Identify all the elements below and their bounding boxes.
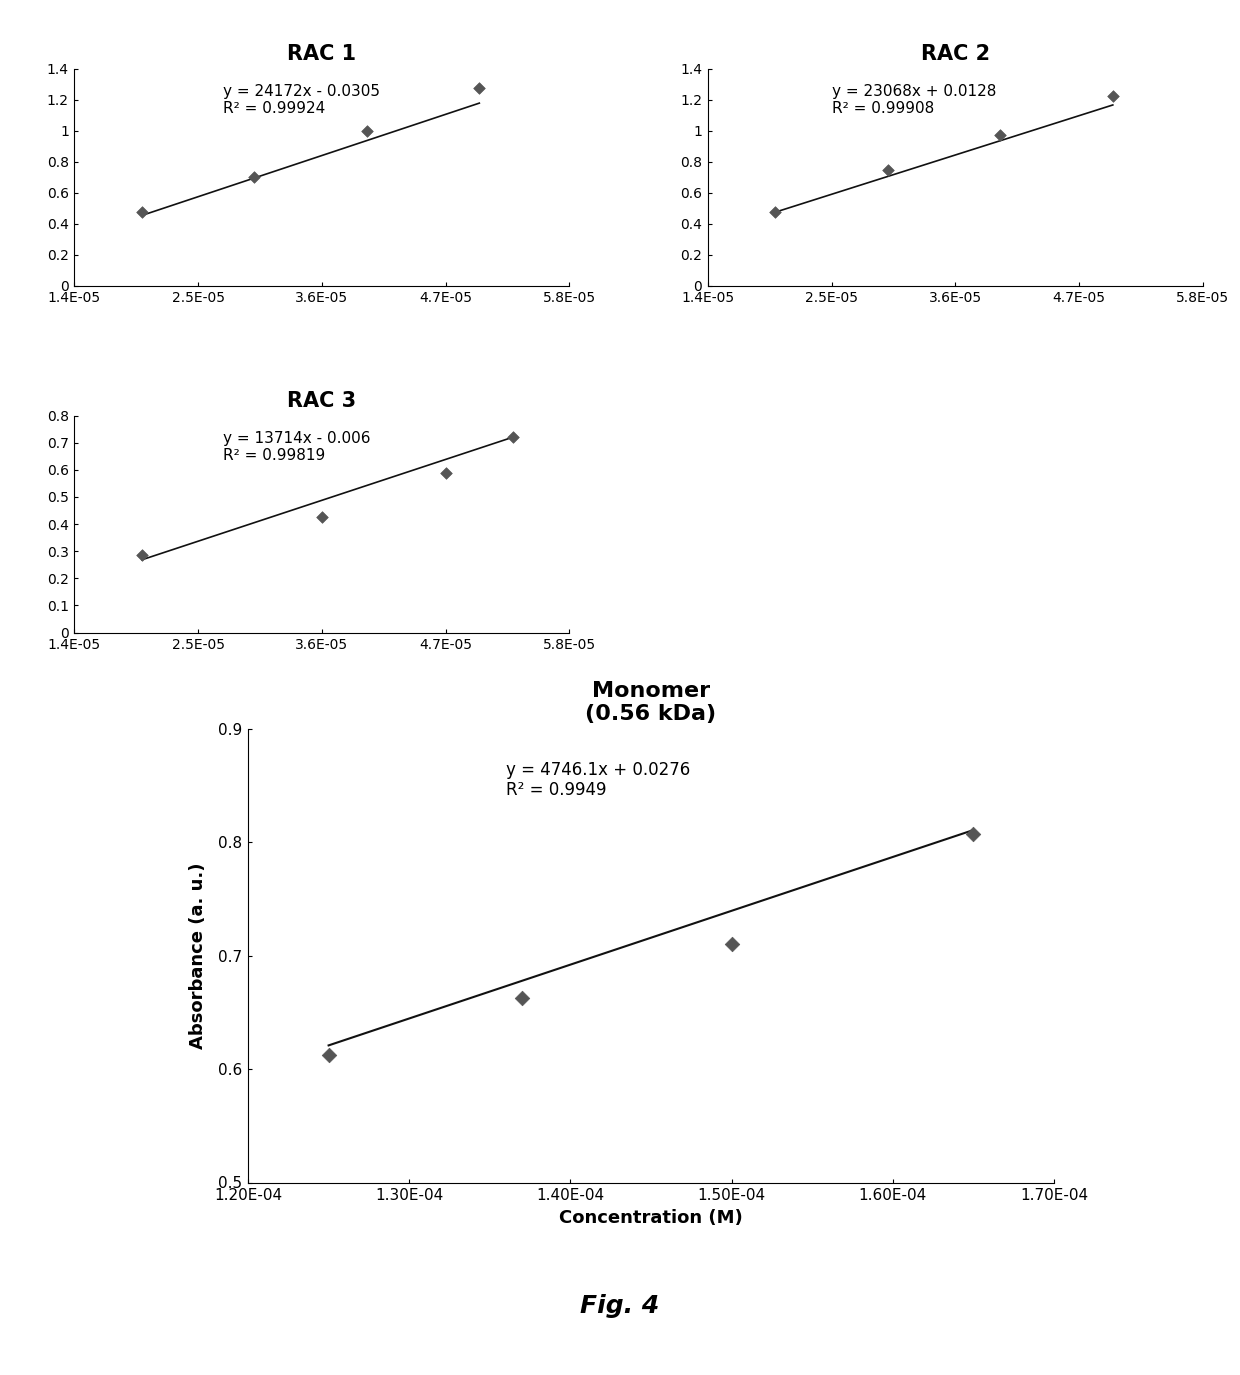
Point — [503, 426, 523, 448]
Y-axis label: Absorbance (a. u.): Absorbance (a. u.) — [188, 862, 207, 1049]
Title: Monomer
(0.56 kDa): Monomer (0.56 kDa) — [585, 681, 717, 725]
Text: y = 24172x - 0.0305
R² = 0.99924: y = 24172x - 0.0305 R² = 0.99924 — [223, 84, 379, 117]
X-axis label: Concentration (M): Concentration (M) — [559, 1209, 743, 1226]
Point — [435, 462, 455, 484]
Point — [878, 160, 898, 182]
Point — [765, 201, 785, 223]
Point — [319, 1045, 339, 1067]
Point — [470, 77, 490, 99]
Point — [963, 824, 983, 846]
Point — [312, 506, 332, 528]
Title: RAC 1: RAC 1 — [288, 44, 356, 65]
Point — [131, 201, 151, 223]
Point — [131, 543, 151, 565]
Title: RAC 3: RAC 3 — [288, 392, 356, 411]
Point — [991, 124, 1011, 146]
Text: y = 23068x + 0.0128
R² = 0.99908: y = 23068x + 0.0128 R² = 0.99908 — [832, 84, 996, 117]
Title: RAC 2: RAC 2 — [921, 44, 990, 65]
Point — [244, 166, 264, 188]
Point — [357, 120, 377, 142]
Text: y = 13714x - 0.006
R² = 0.99819: y = 13714x - 0.006 R² = 0.99819 — [223, 430, 371, 463]
Point — [1102, 85, 1122, 107]
Text: Fig. 4: Fig. 4 — [580, 1294, 660, 1319]
Point — [512, 987, 532, 1009]
Text: y = 4746.1x + 0.0276
R² = 0.9949: y = 4746.1x + 0.0276 R² = 0.9949 — [506, 760, 691, 799]
Point — [722, 934, 742, 956]
